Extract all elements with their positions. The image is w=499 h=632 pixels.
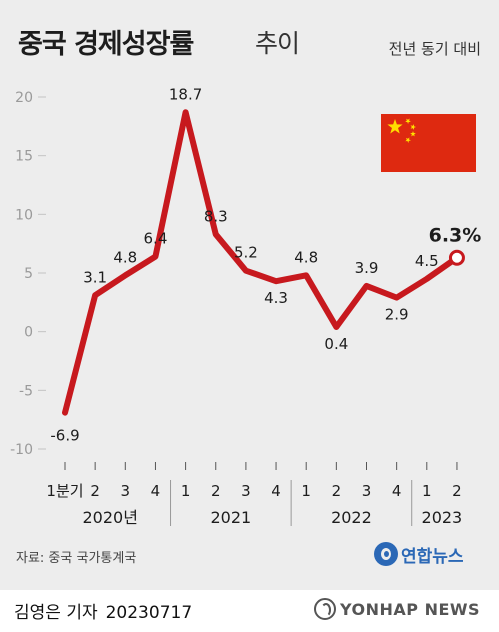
- x-tick-label: 2: [452, 482, 462, 500]
- source-note: 자료: 중국 국가통계국: [16, 551, 137, 566]
- chart-title-suffix: 추이: [255, 29, 300, 58]
- x-tick-label: 4: [151, 482, 161, 500]
- x-tick-label: 2: [211, 482, 221, 500]
- data-label: 2.9: [385, 306, 409, 324]
- chart-title: 중국 경제성장률: [18, 29, 194, 60]
- wire-logo-text: YONHAP NEWS: [340, 599, 481, 619]
- y-tick-label: -5: [19, 383, 33, 399]
- agency-logo-icon: [374, 542, 398, 566]
- y-tick-label: 10: [15, 207, 33, 223]
- y-tick-label: -10: [10, 442, 33, 458]
- wire-logo-icon: [314, 598, 336, 620]
- year-label: 2023: [422, 508, 463, 527]
- flag-star: [387, 119, 403, 134]
- chart-subtitle: 전년 동기 대비: [388, 40, 481, 58]
- y-tick-label: 20: [15, 90, 33, 106]
- data-label: 4.5: [415, 252, 439, 270]
- year-label: 2021: [210, 508, 251, 527]
- credit-date: 20230717: [105, 603, 193, 623]
- y-tick-label: 15: [15, 149, 33, 165]
- data-label: 0.4: [324, 335, 348, 353]
- data-label: 4.8: [294, 248, 318, 266]
- flag-star: [410, 124, 416, 130]
- x-tick-label: 1: [301, 482, 311, 500]
- data-label: 3.1: [83, 268, 107, 286]
- highlight-point: [448, 249, 465, 266]
- chart-panel: [0, 0, 499, 590]
- data-label: 6.3%: [429, 225, 482, 247]
- x-tick-label: 4: [271, 482, 281, 500]
- y-tick-label: 0: [24, 325, 33, 341]
- line-chart: -10 -5 0 5 10 15 20 1분기 2 3 4 1 2 3 4 1 2 3 4 1 2 2020년 2021 20…: [10, 85, 482, 527]
- data-label: 4.8: [113, 248, 137, 266]
- data-label: 5.2: [234, 244, 258, 262]
- x-tick-label: 4: [392, 482, 402, 500]
- data-label: 18.7: [169, 85, 202, 103]
- agency-logo: 연합뉴스: [374, 539, 464, 569]
- x-tick-label: 2: [332, 482, 342, 500]
- x-tick-label: 3: [362, 482, 372, 500]
- x-tick-label: 1: [422, 482, 432, 500]
- series-line: [62, 109, 460, 416]
- flag-star: [410, 131, 416, 137]
- x-tick-label: 1분기: [46, 482, 83, 500]
- data-label: -6.9: [50, 427, 79, 445]
- data-label: 3.9: [355, 259, 379, 277]
- credit-line: 김영은 기자 20230717: [14, 598, 192, 623]
- year-label: 2020년: [82, 508, 137, 527]
- flag-star: [405, 137, 411, 143]
- agency-logo-text: 연합뉴스: [401, 546, 464, 567]
- china-flag-icon: [381, 114, 476, 172]
- data-label: 6.4: [144, 230, 168, 248]
- y-tick-label: 5: [24, 266, 33, 282]
- wire-logo: YONHAP NEWS: [314, 596, 480, 622]
- footer-bar: [0, 590, 499, 632]
- year-label: 2022: [331, 508, 372, 527]
- data-label: 8.3: [204, 207, 228, 225]
- x-tick-label: 3: [241, 482, 251, 500]
- flag-star: [405, 118, 411, 124]
- x-tick-label: 2: [90, 482, 100, 500]
- x-tick-label: 3: [121, 482, 131, 500]
- data-label: 4.3: [264, 289, 288, 307]
- x-tick-label: 1: [181, 482, 191, 500]
- credit-author: 김영은 기자: [14, 603, 98, 623]
